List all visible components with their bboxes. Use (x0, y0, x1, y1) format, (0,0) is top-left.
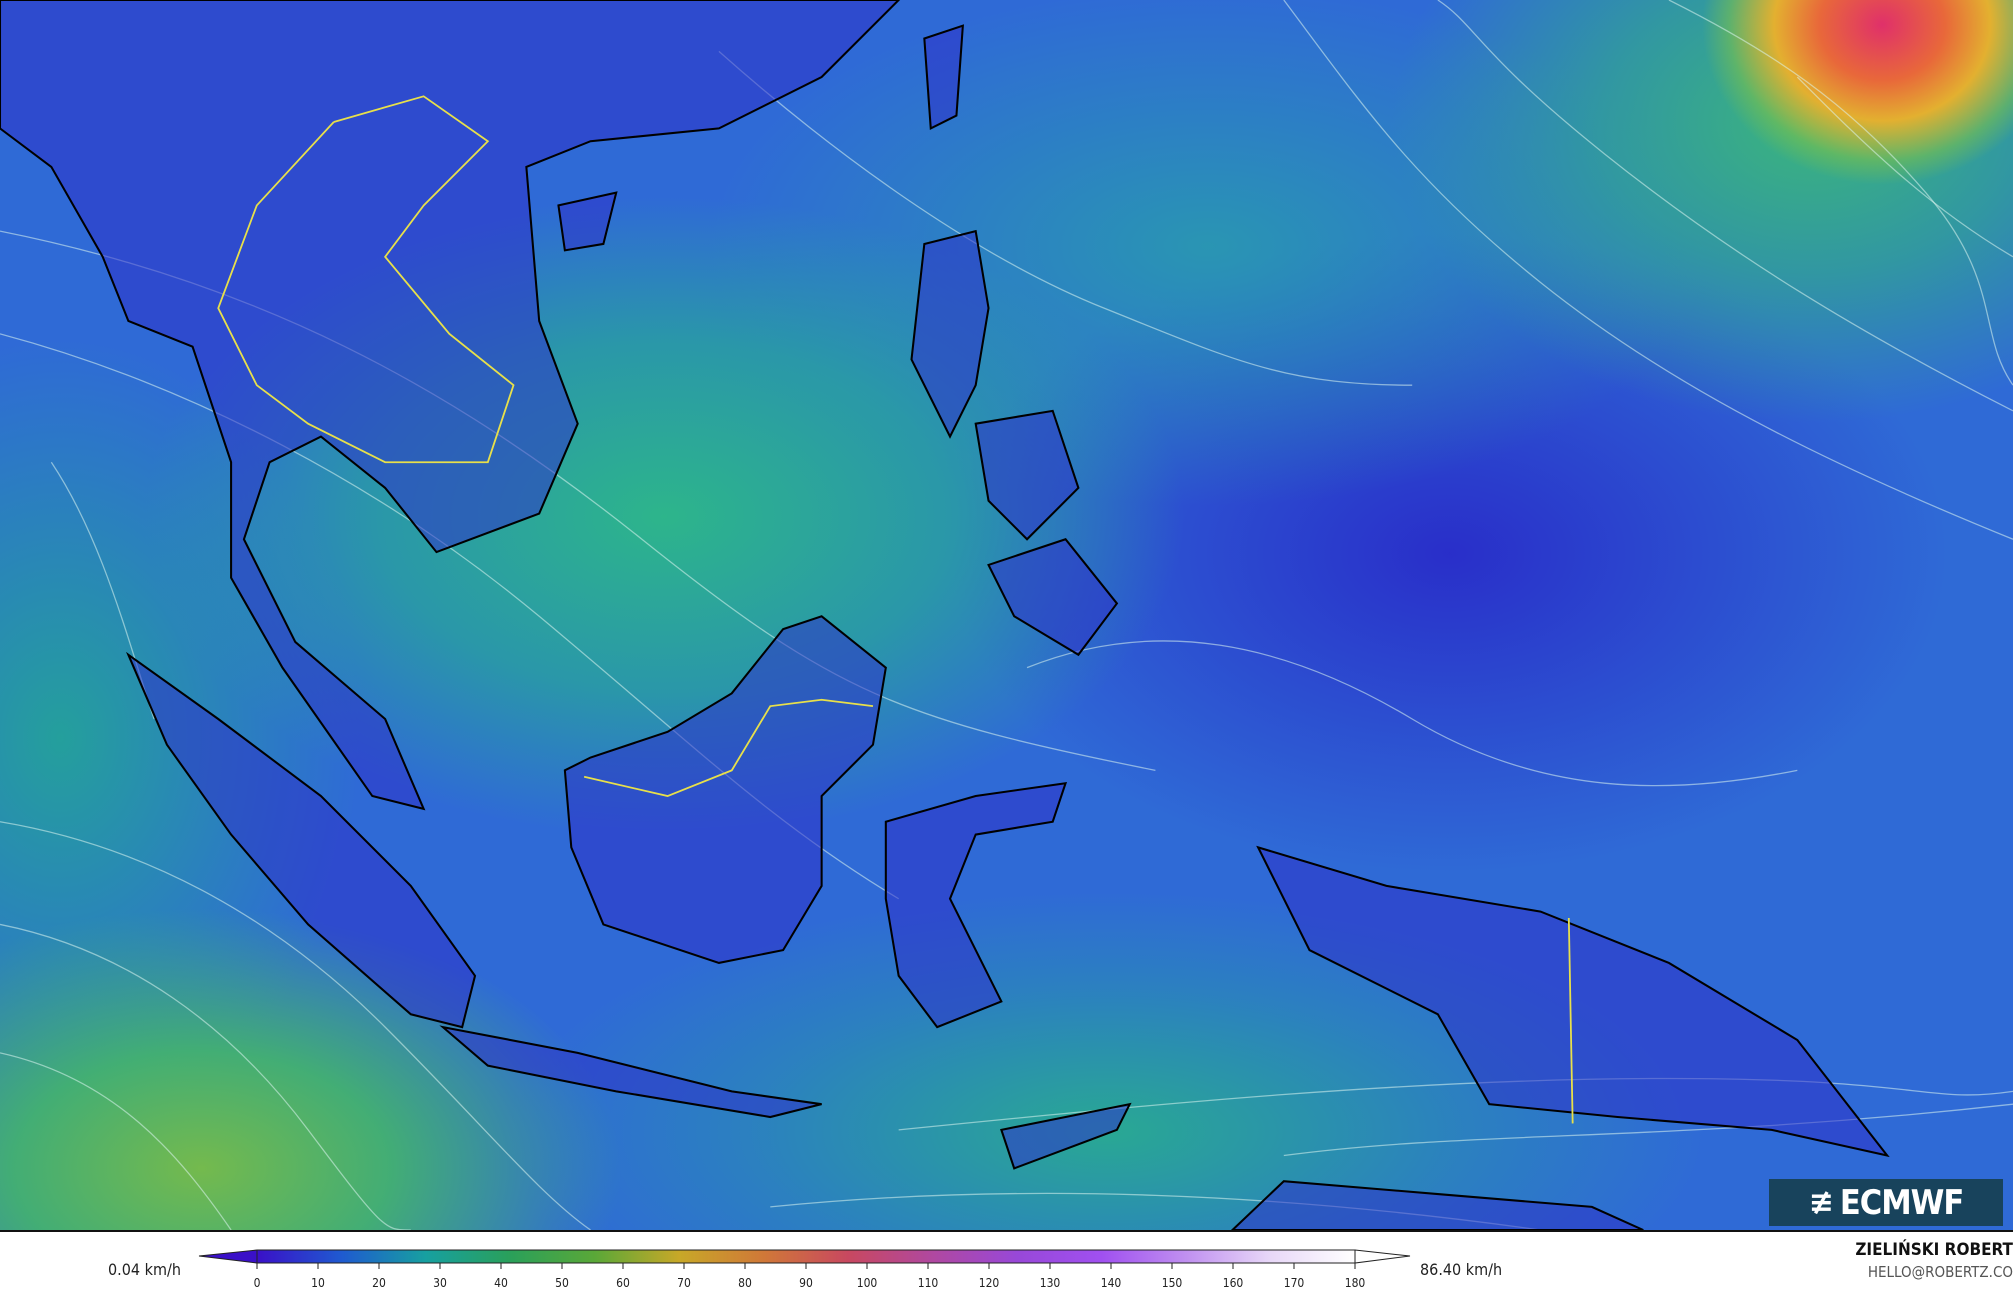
java (439, 1025, 822, 1119)
max-value-label: 86.40 km/h (1420, 1260, 1503, 1279)
colorbar-tick-label: 110 (917, 1276, 939, 1290)
colorbar-tick-label: 70 (677, 1276, 691, 1290)
colorbar-tick-label: 80 (738, 1276, 752, 1290)
map-overlay (0, 0, 2013, 1230)
png-border (1567, 917, 1574, 1124)
timor (1000, 1102, 1132, 1170)
visayas (974, 409, 1080, 541)
ecmwf-logo-icon: ≢ (1808, 1185, 1834, 1220)
sumatra (125, 651, 477, 1029)
colorbar-tick-label: 150 (1161, 1276, 1183, 1290)
legend-footer: 0.04 km/h 0 10 20 30 40 50 60 70 80 90 100 110 120 13… (0, 1230, 2013, 1290)
min-value-label: 0.04 km/h (108, 1260, 181, 1279)
colorbar-tick-label: 130 (1039, 1276, 1061, 1290)
colorbar-min-arrow (198, 1249, 258, 1264)
indochina-border (217, 95, 515, 464)
luzon (910, 229, 990, 439)
colorbar-max-arrow (1354, 1249, 1411, 1264)
colorbar-tick-label: 10 (311, 1276, 325, 1290)
author-name: ZIELIŃSKI ROBERT (1855, 1240, 2013, 1260)
colorbar-tick-label: 30 (433, 1276, 447, 1290)
colorbar-tick-label: 50 (555, 1276, 569, 1290)
colorbar-tick-label: 140 (1100, 1276, 1122, 1290)
colorbar-tick-label: 0 (253, 1276, 261, 1290)
colorbar-tick-label: 40 (494, 1276, 508, 1290)
hainan (557, 191, 618, 252)
colorbar-bar (256, 1249, 1356, 1264)
colorbar-tick-label: 90 (799, 1276, 813, 1290)
colorbar (198, 1249, 1411, 1269)
colorbar-tick-label: 120 (978, 1276, 1000, 1290)
mindanao (987, 538, 1119, 657)
borneo-border (583, 698, 874, 797)
land-masses (0, 0, 1890, 1230)
wind-speed-map: ≢ ECMWF (0, 0, 2013, 1230)
colorbar-tick-label: 170 (1283, 1276, 1305, 1290)
colorbar-tick-label: 60 (616, 1276, 630, 1290)
colorbar-tick-label: 100 (856, 1276, 878, 1290)
ecmwf-logo-text: ECMWF (1839, 1182, 1964, 1223)
australia (1230, 1180, 1644, 1230)
mainland-southeast-asia (0, 0, 901, 811)
sulawesi (884, 781, 1068, 1029)
colorbar-tick-label: 20 (372, 1276, 386, 1290)
borneo (563, 615, 887, 965)
streamlines (0, 0, 2013, 1230)
colorbar-tick-label: 160 (1222, 1276, 1244, 1290)
new-guinea (1256, 845, 1890, 1158)
colorbar-tick-label: 180 (1344, 1276, 1366, 1290)
ecmwf-logo: ≢ ECMWF (1769, 1179, 2003, 1226)
author-email: HELLO@ROBERTZ.CO (1867, 1263, 2013, 1281)
taiwan (923, 24, 964, 130)
